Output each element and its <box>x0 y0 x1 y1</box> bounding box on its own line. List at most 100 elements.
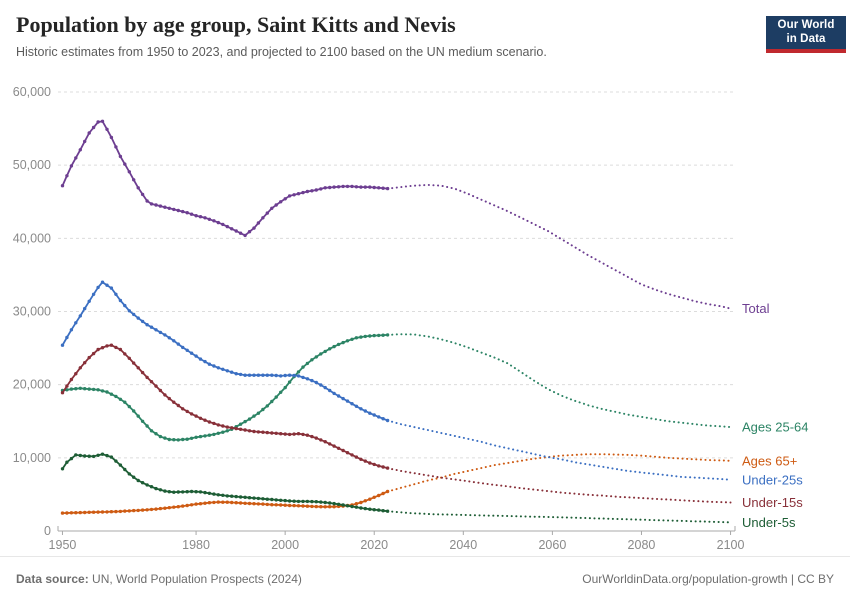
data-point <box>243 419 247 424</box>
data-point <box>345 451 350 455</box>
data-point <box>198 416 203 420</box>
data-point <box>377 508 381 512</box>
data-point <box>363 185 367 189</box>
data-point <box>261 407 265 412</box>
data-point <box>377 464 381 468</box>
data-point <box>319 352 323 356</box>
data-point <box>301 365 305 369</box>
data-point <box>140 319 145 324</box>
data-point <box>243 233 247 238</box>
data-point <box>305 499 310 504</box>
data-point <box>359 407 363 411</box>
data-point <box>216 431 220 435</box>
data-point <box>319 500 323 504</box>
data-point <box>230 227 234 231</box>
data-point <box>91 292 96 296</box>
data-point <box>265 211 269 215</box>
data-point <box>296 192 301 196</box>
data-point <box>279 200 283 204</box>
footer-credit: OurWorldinData.org/population-growth | C… <box>582 572 834 586</box>
data-point <box>96 510 100 514</box>
data-point <box>225 494 229 498</box>
data-point <box>105 344 109 348</box>
data-point <box>305 504 310 508</box>
data-point <box>78 366 83 370</box>
data-point <box>270 399 274 404</box>
data-point <box>132 409 136 413</box>
data-point <box>270 503 274 507</box>
data-point <box>363 506 367 511</box>
data-point <box>252 226 256 230</box>
series-historic-line <box>61 281 388 422</box>
data-point <box>105 453 109 458</box>
data-point <box>301 504 305 508</box>
data-point <box>83 454 87 458</box>
data-point <box>319 505 323 509</box>
data-point <box>314 188 318 192</box>
data-point <box>274 373 278 378</box>
data-point <box>368 461 372 465</box>
data-point <box>221 430 225 434</box>
data-point <box>341 396 345 401</box>
data-point <box>234 494 238 499</box>
data-point <box>87 387 91 391</box>
data-source: Data source: UN, World Population Prospe… <box>16 572 302 586</box>
data-point <box>127 309 131 313</box>
owid-link[interactable]: OurWorldinData.org/population-growth <box>582 571 788 586</box>
data-point <box>118 463 123 467</box>
owid-logo[interactable]: Our World in Data <box>766 16 846 53</box>
data-point <box>181 209 185 214</box>
data-point <box>221 424 225 428</box>
data-point <box>194 502 198 506</box>
data-point <box>172 400 176 404</box>
data-point <box>323 385 327 390</box>
data-point <box>207 217 212 221</box>
data-point <box>74 156 78 160</box>
data-point <box>336 342 341 347</box>
data-point <box>292 193 296 197</box>
data-point <box>354 502 359 506</box>
series-total: Total <box>60 119 770 316</box>
data-point <box>181 407 185 411</box>
data-point <box>123 509 127 513</box>
data-point <box>127 472 131 476</box>
data-point <box>225 425 229 429</box>
data-point <box>74 372 78 376</box>
data-point <box>96 347 100 352</box>
data-point <box>167 206 171 210</box>
data-point <box>145 199 149 203</box>
data-point <box>163 333 167 337</box>
data-point <box>136 366 140 370</box>
data-point <box>185 409 189 414</box>
data-point <box>310 189 314 193</box>
data-point <box>78 510 83 515</box>
data-point <box>341 184 345 189</box>
data-point <box>87 510 91 514</box>
series-historic-line <box>62 334 388 441</box>
data-point <box>372 495 376 499</box>
series-projection-line <box>386 453 732 493</box>
data-point <box>274 503 278 507</box>
series-projection-line <box>386 183 732 310</box>
data-point <box>83 361 87 365</box>
data-point <box>87 299 91 303</box>
data-point <box>136 316 140 320</box>
owid-logo-line2: in Data <box>786 32 826 45</box>
x-axis-labels: 1950 1980 2000 2020 2040 2060 2080 2100 <box>49 531 744 552</box>
data-point <box>172 505 176 509</box>
data-point <box>341 340 345 345</box>
data-point <box>91 510 96 514</box>
data-point <box>279 390 283 394</box>
series-projection-line <box>386 510 732 524</box>
data-point <box>167 396 171 401</box>
data-point <box>149 507 154 512</box>
data-point <box>60 184 65 188</box>
data-point <box>78 148 83 152</box>
series-label-ages-25-64: Ages 25-64 <box>742 420 809 435</box>
data-point <box>372 185 376 190</box>
data-point <box>216 493 220 497</box>
data-point <box>140 370 145 375</box>
data-point <box>296 504 301 508</box>
data-point <box>354 185 359 189</box>
data-point <box>185 503 189 508</box>
